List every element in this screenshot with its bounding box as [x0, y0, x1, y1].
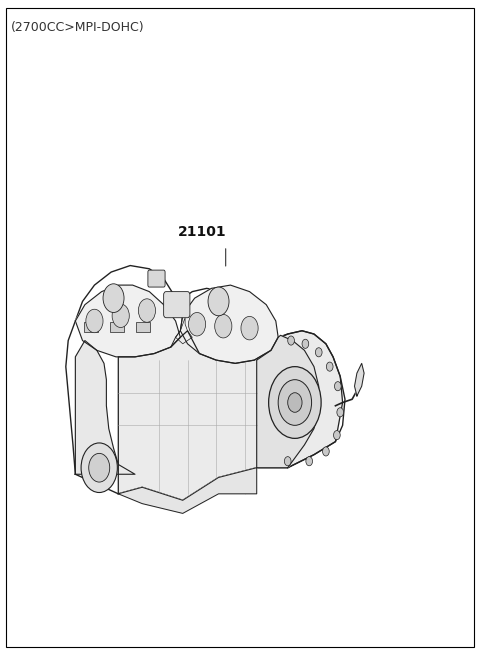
Polygon shape — [118, 468, 257, 514]
Polygon shape — [355, 364, 364, 396]
FancyBboxPatch shape — [110, 322, 124, 332]
Polygon shape — [180, 285, 278, 364]
Circle shape — [288, 336, 294, 345]
Polygon shape — [257, 335, 319, 468]
Circle shape — [335, 382, 341, 391]
Circle shape — [278, 380, 312, 425]
Circle shape — [112, 304, 129, 328]
Circle shape — [326, 362, 333, 371]
Circle shape — [89, 453, 110, 482]
Circle shape — [189, 312, 205, 336]
Circle shape — [306, 457, 312, 466]
Circle shape — [315, 348, 322, 357]
Circle shape — [269, 367, 321, 438]
Polygon shape — [75, 285, 180, 357]
Circle shape — [138, 299, 156, 322]
Circle shape — [302, 339, 309, 348]
Circle shape — [86, 309, 103, 333]
FancyBboxPatch shape — [136, 322, 150, 332]
FancyBboxPatch shape — [148, 270, 165, 287]
Polygon shape — [118, 331, 343, 500]
Polygon shape — [75, 341, 135, 474]
Circle shape — [337, 407, 344, 417]
Circle shape — [334, 430, 340, 440]
Circle shape — [284, 457, 291, 466]
Circle shape — [81, 443, 117, 493]
Circle shape — [288, 393, 302, 412]
Circle shape — [241, 316, 258, 340]
FancyBboxPatch shape — [84, 322, 98, 332]
Circle shape — [208, 287, 229, 316]
Text: 21101: 21101 — [178, 225, 226, 240]
Circle shape — [215, 314, 232, 338]
Text: (2700CC>MPI-DOHC): (2700CC>MPI-DOHC) — [11, 21, 144, 34]
Circle shape — [103, 284, 124, 312]
Circle shape — [323, 447, 329, 456]
FancyBboxPatch shape — [164, 291, 190, 318]
